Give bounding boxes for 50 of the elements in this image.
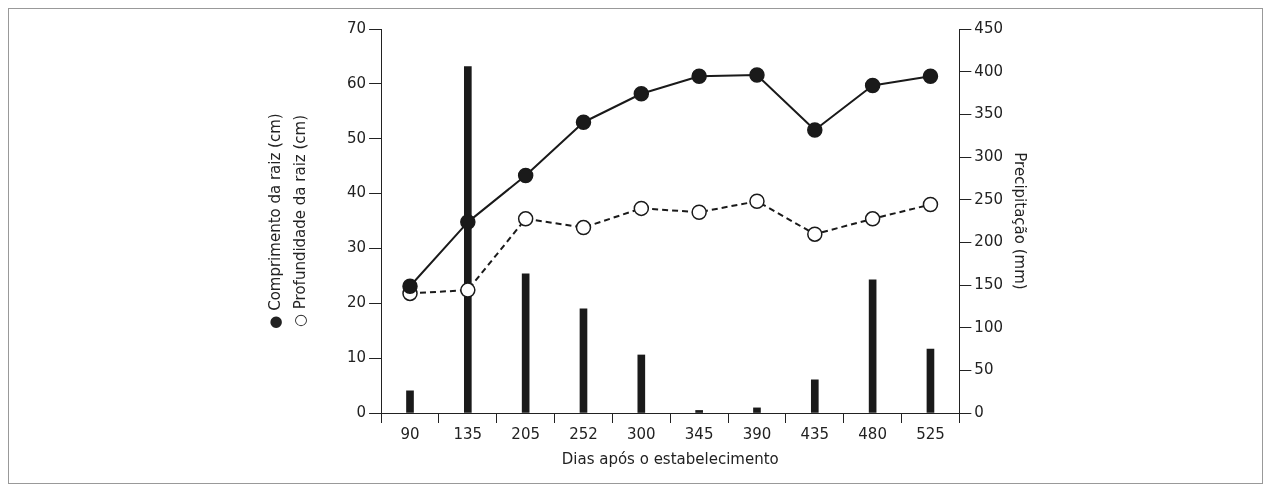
- y2-tick-label: 50: [974, 360, 994, 379]
- y-tick-label: 20: [346, 293, 367, 312]
- point: [691, 204, 707, 220]
- x-tick-label: 480: [858, 424, 887, 443]
- point: [633, 200, 650, 217]
- y2-axis-title: Precipitação (mm): [1011, 152, 1030, 290]
- y-tick-label: 10: [346, 348, 367, 367]
- x-tick-label: 435: [800, 424, 830, 443]
- point: [922, 68, 939, 84]
- x-tick-label: 252: [569, 424, 598, 443]
- y2-tick-label: 450: [974, 18, 1004, 37]
- x-tick-label: 135: [453, 424, 483, 443]
- point: [402, 278, 418, 295]
- y2-tick-label: 150: [974, 274, 1004, 293]
- y-tick-label: 50: [346, 128, 367, 147]
- y-tick-label: 70: [346, 18, 367, 37]
- y2-tick-label: 100: [974, 317, 1004, 336]
- y2-tick-label: 250: [974, 189, 1004, 208]
- y-axis-title: ● Comprimento da raiz (cm) ○ Profundidade da raiz (cm): [265, 113, 310, 329]
- point: [749, 67, 765, 83]
- y-tick-label: 0: [356, 402, 367, 421]
- point: [749, 193, 765, 209]
- y2-tick-label: 400: [974, 61, 1004, 80]
- y2-tick-label: 350: [974, 104, 1004, 123]
- point: [575, 114, 592, 131]
- point: [460, 282, 476, 298]
- point: [691, 68, 707, 84]
- point: [460, 214, 476, 230]
- x-tick-label: 300: [626, 424, 656, 443]
- point: [807, 226, 823, 242]
- point: [517, 211, 534, 227]
- point: [575, 219, 592, 236]
- point: [807, 122, 823, 138]
- y2-tick-label: 300: [974, 146, 1004, 165]
- point: [864, 77, 881, 94]
- y-tick-label: 30: [346, 238, 367, 257]
- x-tick-label: 345: [684, 424, 714, 443]
- point: [864, 211, 881, 227]
- y2-tick-label: 200: [974, 232, 1004, 251]
- x-tick-label: 390: [742, 424, 772, 443]
- x-tick-label: 205: [511, 424, 540, 443]
- y2-tick-label: 0: [974, 402, 984, 421]
- x-axis-title: Dias após o estabelecimento: [561, 449, 779, 468]
- point: [517, 167, 534, 184]
- y-tick-label: 40: [346, 183, 367, 202]
- x-tick-label: 90: [400, 424, 420, 443]
- point: [922, 196, 939, 213]
- y-tick-label: 60: [346, 73, 367, 92]
- x-tick-label: 525: [916, 424, 945, 443]
- point: [633, 85, 650, 102]
